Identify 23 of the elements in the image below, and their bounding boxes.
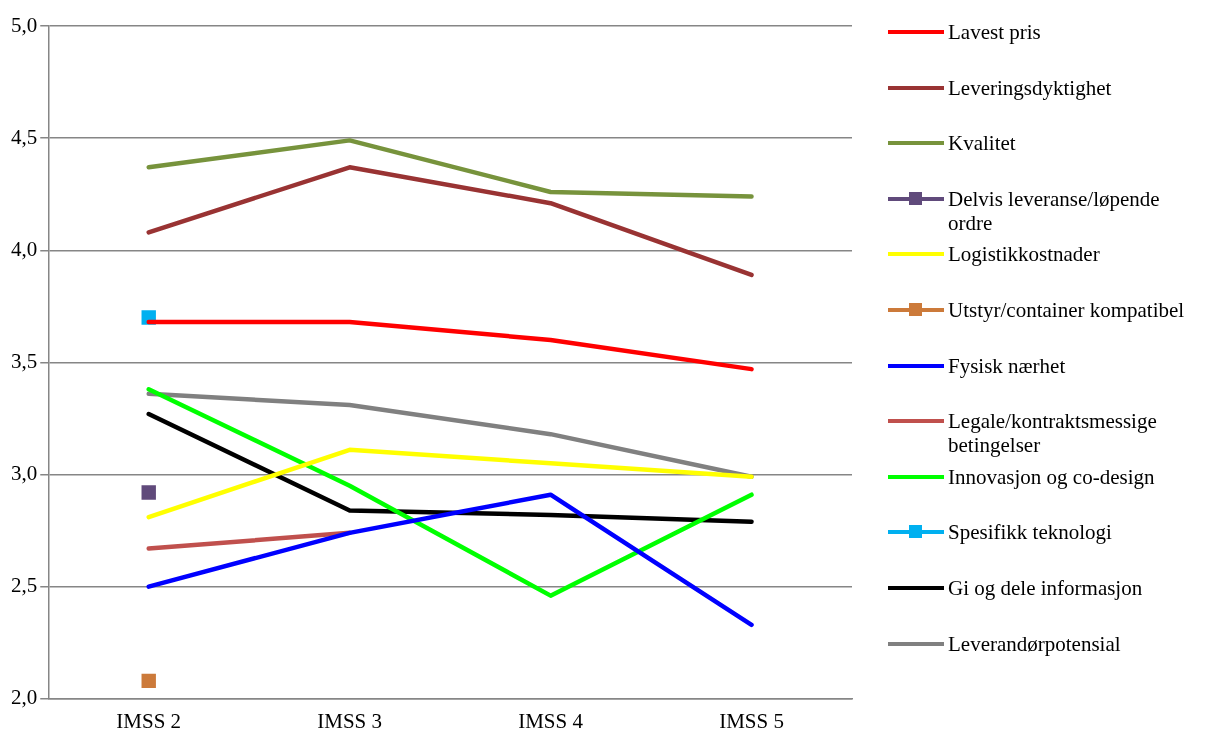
y-tick-label: 4,0 <box>11 236 38 261</box>
legend-label: Spesifikk teknologi <box>948 520 1112 545</box>
legend-label: Fysisk nærhet <box>948 353 1066 378</box>
legend-label: Leveringsdyktighet <box>948 75 1112 100</box>
x-tick-label: IMSS 2 <box>116 708 182 733</box>
y-tick-label: 2,5 <box>11 573 38 598</box>
legend-label: Utstyr/container kompatibel <box>948 297 1185 322</box>
legend-label: Delvis leveranse/løpende ordre <box>948 186 1161 235</box>
legend-label: Lavest pris <box>948 20 1041 44</box>
y-tick-label: 3,5 <box>11 348 38 373</box>
x-tick-label: IMSS 3 <box>317 708 383 733</box>
legend-label: Gi og dele informasjon <box>948 575 1143 600</box>
y-tick-label: 4,5 <box>11 124 38 149</box>
x-tick-label: IMSS 5 <box>719 708 784 733</box>
x-tick-label: IMSS 4 <box>518 708 584 733</box>
legend-label: Logistikkostnader <box>948 242 1100 267</box>
legend-label: Kvalitet <box>948 131 1016 156</box>
y-tick-label: 2,0 <box>11 685 38 710</box>
legend-label: Legale/kontraktsmessige betingelser <box>948 409 1158 458</box>
legend-label: Leverandørpotensial <box>948 631 1121 656</box>
y-tick-label: 3,0 <box>11 461 38 486</box>
legend-label: Innovasjon og co-design <box>948 464 1155 489</box>
y-tick-label: 5,0 <box>11 12 38 37</box>
